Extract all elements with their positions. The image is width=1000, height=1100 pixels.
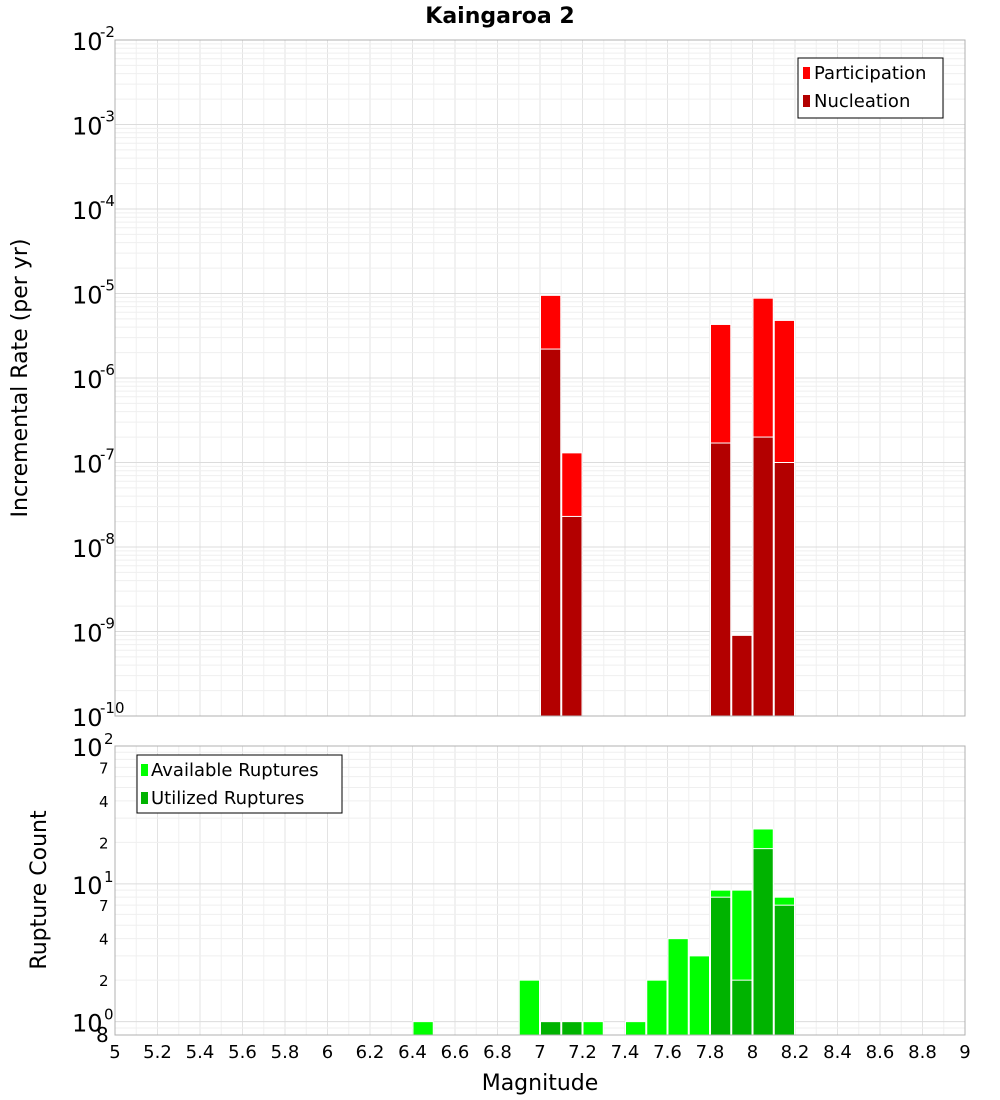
y-tick-exponent: -5 <box>100 277 115 295</box>
y-tick-label: 10 <box>72 282 103 310</box>
x-tick-label: 6 <box>322 1042 333 1063</box>
y-tick-exponent: -9 <box>100 615 115 633</box>
chart-title: Kaingaroa 2 <box>425 4 574 29</box>
y-tick-label: 10 <box>72 734 103 762</box>
x-tick-label: 5.8 <box>271 1042 300 1063</box>
bar-available-ruptures <box>646 979 668 1036</box>
y-minor-tick-label: 7 <box>99 759 109 777</box>
legend-label: Utilized Ruptures <box>151 788 304 809</box>
x-tick-label: 8 <box>747 1042 758 1063</box>
bar-nucleation <box>752 436 774 717</box>
bar-utilized-ruptures <box>540 1021 562 1036</box>
bar-nucleation <box>731 634 753 717</box>
y-minor-tick-label: 4 <box>99 931 109 949</box>
y-tick-label: 10 <box>72 620 103 648</box>
top-legend: Participation Nucleation <box>797 57 944 119</box>
legend-swatch <box>803 67 810 79</box>
y-tick-exponent: -7 <box>100 446 115 464</box>
x-tick-label: 6.8 <box>483 1042 512 1063</box>
x-tick-label: 8.2 <box>781 1042 810 1063</box>
y-minor-tick-label: 2 <box>99 834 109 852</box>
y-tick-label: 10 <box>72 451 103 479</box>
x-tick-label: 5 <box>109 1042 120 1063</box>
x-tick-labels: 5 5.2 5.4 5.6 5.8 6 6.2 6.4 6.6 6.8 7 7.2 7.4 7.6 7.8 8… <box>109 1042 970 1063</box>
y-minor-tick-label: 8 <box>96 1023 109 1047</box>
top-plot-border <box>114 39 966 717</box>
y-tick-exponent: -2 <box>100 23 115 41</box>
bottom-bars <box>412 828 795 1036</box>
x-tick-label: 6.4 <box>398 1042 427 1063</box>
bar-available-ruptures <box>518 979 540 1036</box>
y-tick-exponent: -6 <box>100 361 115 379</box>
x-tick-label: 5.6 <box>228 1042 257 1063</box>
legend-label: Participation <box>814 63 926 84</box>
y-tick-exponent: 1 <box>104 868 114 886</box>
bar-available-ruptures <box>625 1021 647 1036</box>
y-tick-label: 10 <box>72 113 103 141</box>
bottom-y-axis-title: Rupture Count <box>27 810 52 970</box>
top-bars <box>540 294 795 717</box>
y-minor-tick-label: 7 <box>99 897 109 915</box>
y-minor-tick-label: 4 <box>99 793 109 811</box>
bar-available-ruptures <box>582 1021 604 1036</box>
y-tick-label: 10 <box>72 704 103 732</box>
y-tick-exponent: -3 <box>100 108 115 126</box>
legend-swatch <box>141 792 148 804</box>
y-minor-tick-label: 2 <box>99 972 109 990</box>
x-tick-label: 7.2 <box>568 1042 597 1063</box>
x-axis-title: Magnitude <box>482 1071 599 1096</box>
y-tick-label: 10 <box>72 535 103 563</box>
bar-utilized-ruptures <box>773 904 795 1036</box>
bar-nucleation <box>561 515 583 717</box>
y-tick-label: 10 <box>72 872 103 900</box>
top-y-ticks: 10-210-310-410-510-610-710-810-910-10 <box>72 23 125 732</box>
y-tick-label: 10 <box>72 28 103 56</box>
x-tick-label: 8.6 <box>866 1042 895 1063</box>
y-tick-exponent: 2 <box>104 730 114 748</box>
x-tick-label: 5.4 <box>186 1042 215 1063</box>
x-tick-label: 7.4 <box>611 1042 640 1063</box>
y-tick-label: 10 <box>72 366 103 394</box>
x-tick-label: 6.2 <box>356 1042 385 1063</box>
bar-utilized-ruptures <box>752 848 774 1036</box>
bottom-legend: Available Ruptures Utilized Ruptures <box>136 754 343 814</box>
bottom-plot-border <box>114 745 966 1036</box>
y-tick-exponent: -4 <box>100 192 115 210</box>
bar-nucleation <box>540 348 562 717</box>
y-tick-exponent: 0 <box>104 1006 114 1024</box>
top-plot: 10-210-310-410-510-610-710-810-910-10 In… <box>8 23 966 732</box>
bar-nucleation <box>773 462 795 717</box>
top-y-axis-title: Incremental Rate (per yr) <box>8 239 33 518</box>
legend-swatch <box>141 764 148 776</box>
x-tick-label: 6.6 <box>441 1042 470 1063</box>
y-tick-exponent: -8 <box>100 530 115 548</box>
legend-swatch <box>803 95 810 107</box>
x-tick-label: 8.8 <box>908 1042 937 1063</box>
legend-box <box>797 57 944 119</box>
bar-available-ruptures <box>667 938 689 1036</box>
x-tick-label: 7 <box>534 1042 545 1063</box>
legend-box <box>136 754 343 814</box>
bar-utilized-ruptures <box>710 896 732 1036</box>
bar-available-ruptures <box>688 955 710 1036</box>
x-tick-label: 9 <box>959 1042 970 1063</box>
y-tick-label: 10 <box>72 197 103 225</box>
bar-utilized-ruptures <box>731 979 753 1036</box>
y-tick-exponent: -10 <box>100 699 125 717</box>
x-tick-label: 7.6 <box>653 1042 682 1063</box>
legend-label: Nucleation <box>814 91 910 112</box>
x-tick-label: 8.4 <box>823 1042 852 1063</box>
bar-nucleation <box>710 442 732 717</box>
x-tick-label: 7.8 <box>696 1042 725 1063</box>
bar-utilized-ruptures <box>561 1021 583 1036</box>
bar-available-ruptures <box>412 1021 434 1036</box>
y-tick-label: 10 <box>72 1010 103 1038</box>
x-tick-label: 5.2 <box>143 1042 172 1063</box>
legend-label: Available Ruptures <box>151 760 319 781</box>
